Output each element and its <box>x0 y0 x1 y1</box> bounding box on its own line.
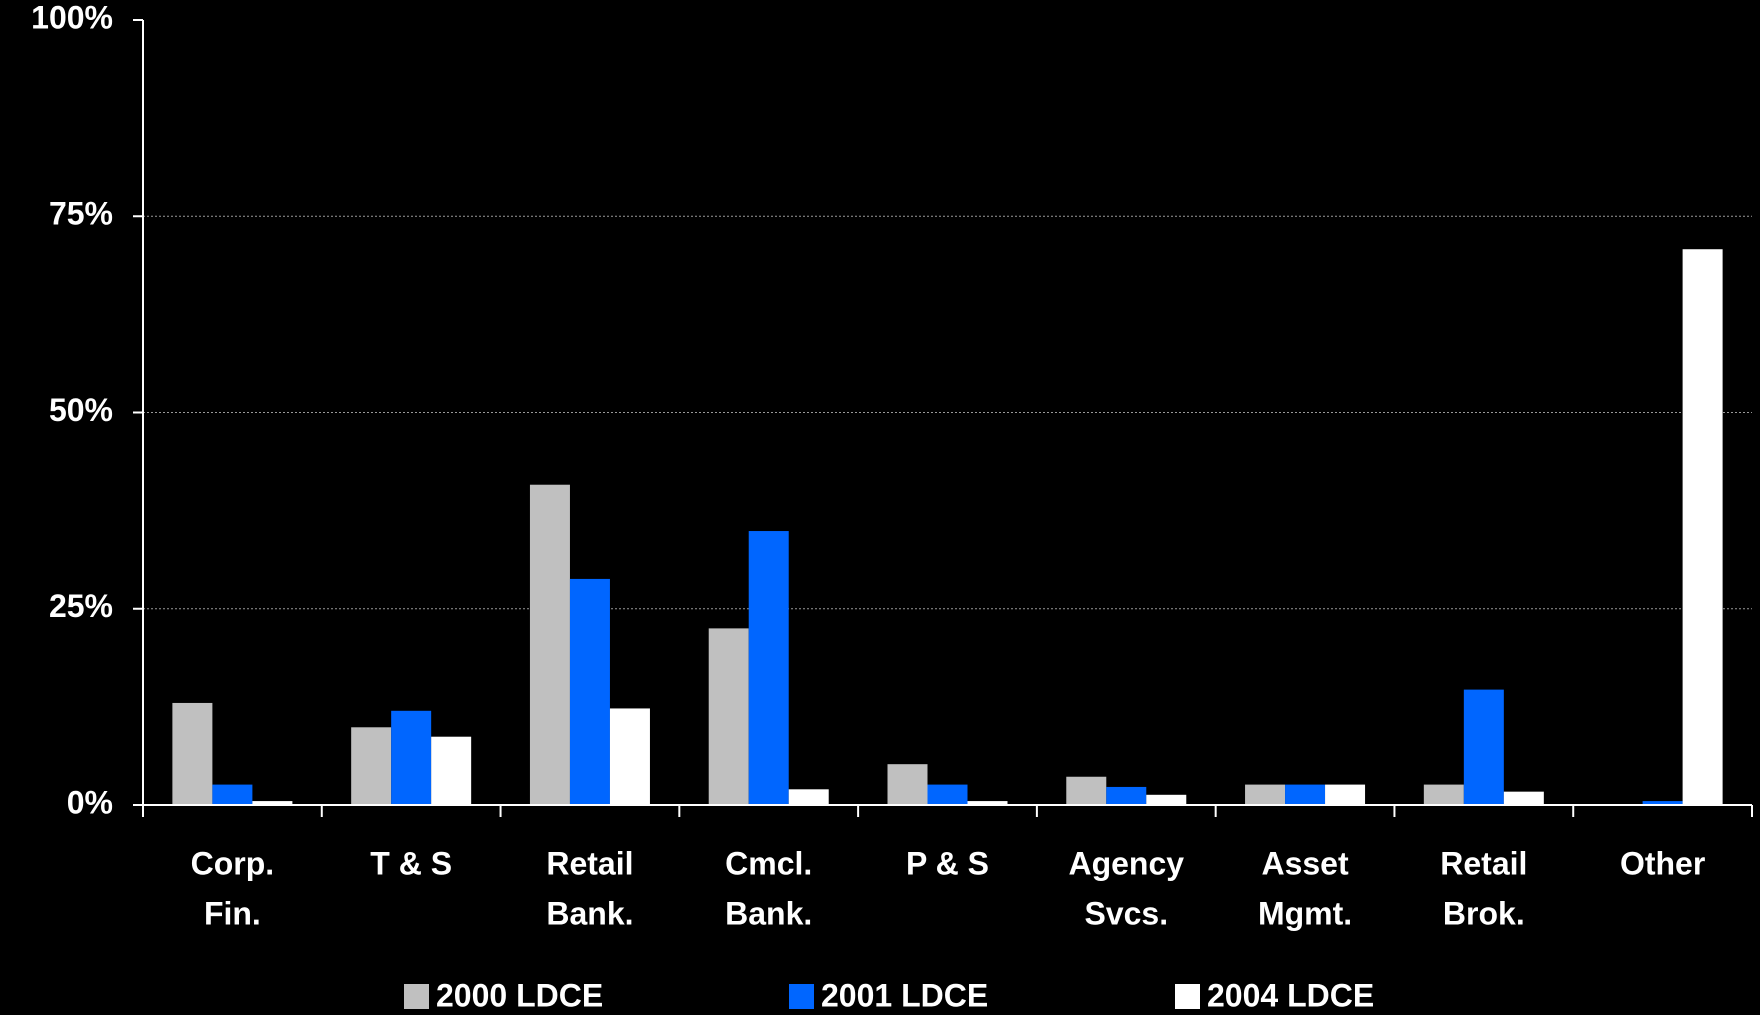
legend-swatch <box>1175 984 1200 1009</box>
x-tick-label: Brok. <box>1443 895 1525 931</box>
bar <box>1463 689 1504 805</box>
bar <box>1682 249 1723 806</box>
bar <box>1642 801 1683 805</box>
bar <box>1423 784 1464 805</box>
y-tick-label: 50% <box>49 392 113 428</box>
bar <box>788 789 829 805</box>
legend-swatch <box>789 984 814 1009</box>
x-tick-label: T & S <box>370 845 452 881</box>
x-tick-label: Fin. <box>204 895 261 931</box>
y-tick-label: 75% <box>49 196 113 232</box>
bar <box>927 784 968 805</box>
bar <box>529 484 570 805</box>
x-tick-label: Svcs. <box>1084 895 1168 931</box>
bar <box>431 736 472 805</box>
bar <box>1245 784 1286 805</box>
bar <box>1106 786 1147 805</box>
bar <box>569 578 610 805</box>
x-tick-label: Agency <box>1068 845 1184 881</box>
bar <box>1146 794 1187 805</box>
bar <box>1503 791 1544 805</box>
y-tick-label: 100% <box>31 0 113 35</box>
legend-label: 2001 LDCE <box>821 977 988 1013</box>
bar <box>748 531 789 805</box>
legend-label: 2000 LDCE <box>436 977 603 1013</box>
bar <box>212 784 253 805</box>
x-tick-label: Mgmt. <box>1258 895 1352 931</box>
bar <box>1285 784 1326 805</box>
bar <box>172 702 213 805</box>
x-tick-label: Retail <box>1440 845 1527 881</box>
y-tick-label: 25% <box>49 588 113 624</box>
bar <box>252 801 293 805</box>
x-tick-label: Retail <box>546 845 633 881</box>
x-tick-label: Cmcl. <box>725 845 812 881</box>
bar <box>1066 776 1107 805</box>
bar <box>967 801 1008 805</box>
bar <box>391 710 432 805</box>
x-tick-label: Bank. <box>725 895 812 931</box>
legend-label: 2004 LDCE <box>1207 977 1374 1013</box>
bar <box>708 628 749 805</box>
bar <box>609 708 650 805</box>
x-tick-label: Asset <box>1261 845 1349 881</box>
x-tick-label: Bank. <box>546 895 633 931</box>
x-tick-label: Corp. <box>191 845 275 881</box>
y-tick-label: 0% <box>67 784 113 820</box>
bar <box>351 727 392 805</box>
legend-swatch <box>404 984 429 1009</box>
x-tick-label: P & S <box>906 845 989 881</box>
x-tick-label: Other <box>1620 845 1705 881</box>
bar <box>1325 784 1366 805</box>
bar <box>887 764 928 805</box>
